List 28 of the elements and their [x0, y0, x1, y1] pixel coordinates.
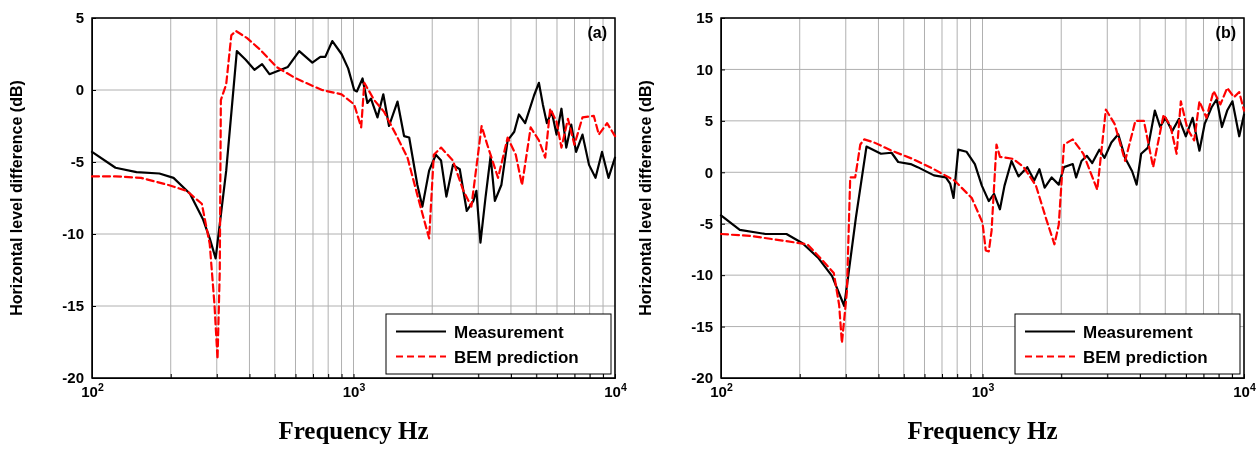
- y-tick-label: -10: [62, 225, 84, 243]
- x-axis-title: Frequency Hz: [278, 417, 429, 444]
- y-tick-label: -20: [62, 369, 84, 387]
- y-axis-title: Horizontal level difference (dB): [637, 80, 654, 316]
- x-tick-label: 10$^{4}$: [604, 380, 627, 400]
- x-tick-label: 10$^{3}$: [971, 380, 995, 400]
- y-tick-label: 5: [75, 9, 84, 27]
- legend-label: Measurement: [454, 322, 564, 342]
- legend-label: BEM prediction: [1083, 347, 1208, 367]
- y-tick-label: 10: [696, 60, 713, 78]
- y-tick-label: 0: [704, 163, 713, 181]
- x-tick-label: 10$^{4}$: [1233, 380, 1256, 400]
- y-tick-label: 0: [75, 81, 84, 99]
- legend-label: BEM prediction: [454, 347, 579, 367]
- y-tick-label: -5: [70, 153, 84, 171]
- x-axis-title: Frequency Hz: [907, 417, 1058, 444]
- annotation: (a): [587, 24, 607, 41]
- y-tick-label: -20: [691, 369, 713, 387]
- y-axis-title: Horizontal level difference (dB): [8, 80, 25, 316]
- y-tick-label: -10: [691, 266, 713, 284]
- x-tick-label: 10$^{3}$: [342, 380, 366, 400]
- legend-label: Measurement: [1083, 322, 1193, 342]
- y-tick-label: 15: [696, 9, 713, 27]
- y-tick-label: -15: [691, 317, 713, 335]
- y-tick-label: -15: [62, 297, 84, 315]
- y-tick-label: -5: [699, 215, 713, 233]
- y-tick-label: 5: [704, 112, 713, 130]
- annotation: (b): [1215, 24, 1236, 41]
